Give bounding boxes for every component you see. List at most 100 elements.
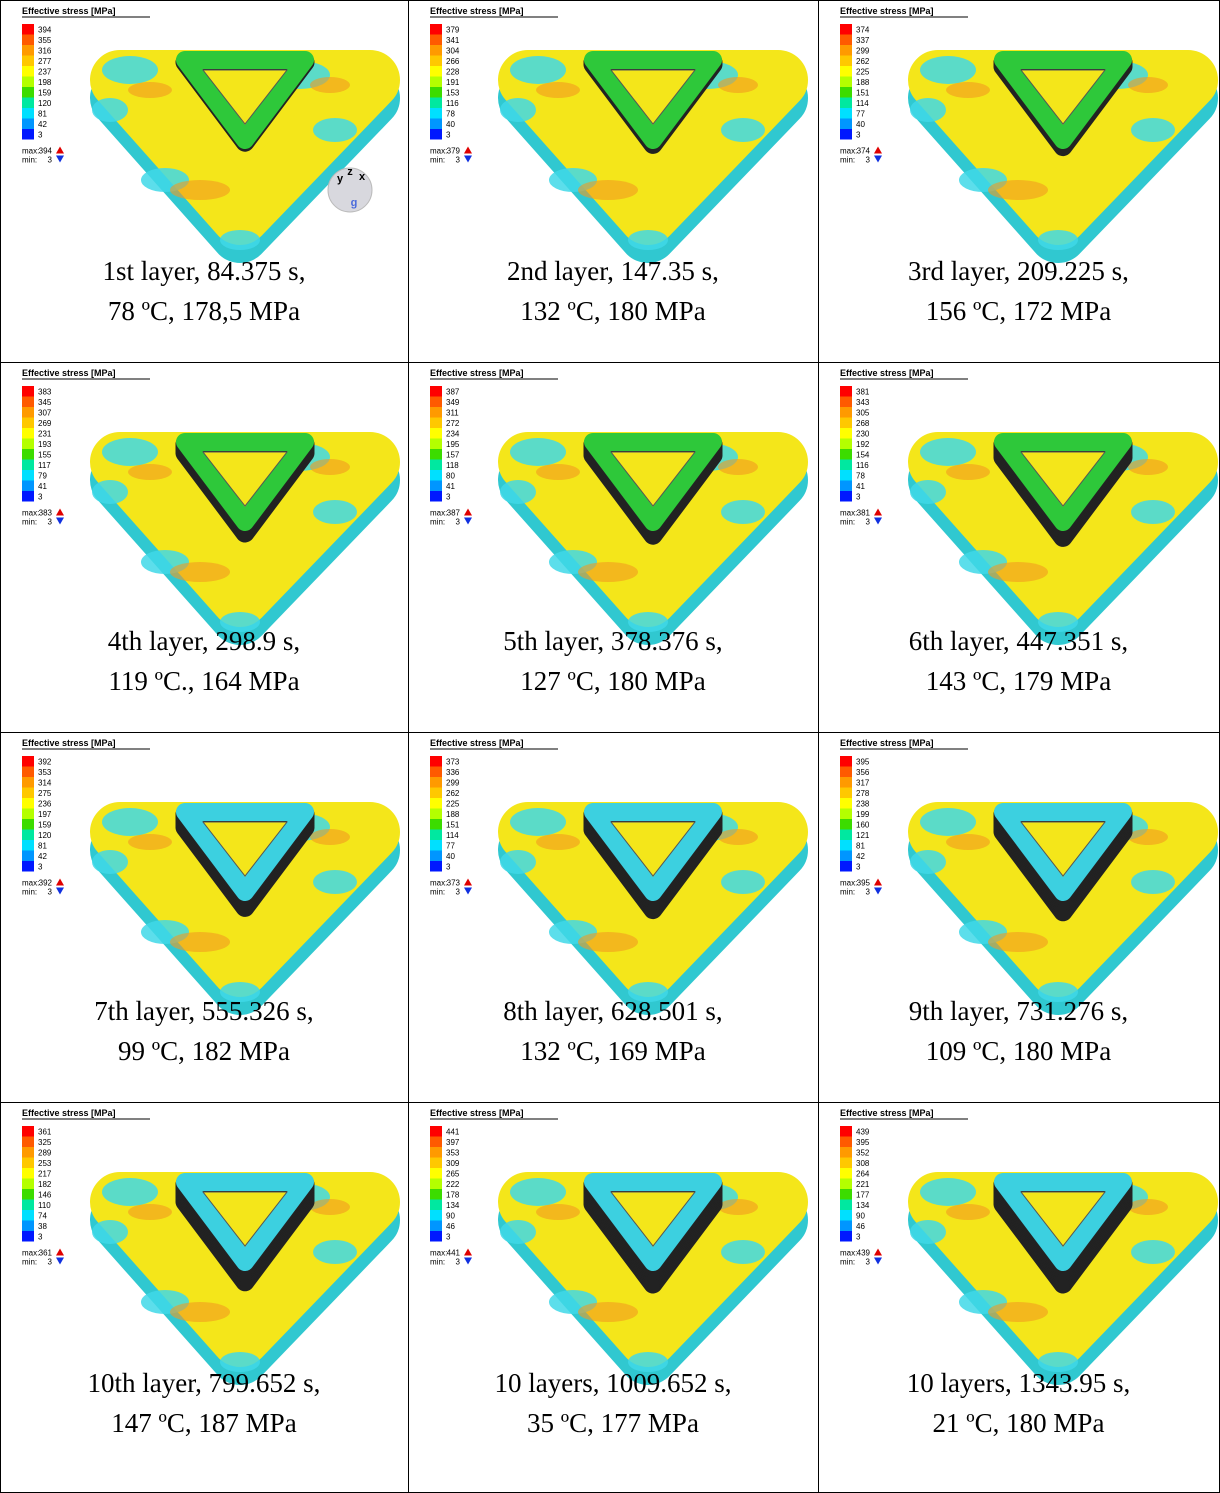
legend-swatch xyxy=(840,840,852,851)
legend-level: 46 xyxy=(856,1222,865,1231)
legend-swatch xyxy=(840,777,852,788)
legend-level: 3 xyxy=(38,1232,43,1241)
legend-level: 3 xyxy=(446,492,451,501)
legend-level: 195 xyxy=(446,440,460,449)
legend-level: 3 xyxy=(446,862,451,871)
legend-swatch xyxy=(840,809,852,820)
legend-title: Effective stress [MPa] xyxy=(840,6,934,16)
stress-region xyxy=(170,932,230,952)
panel: Effective stress [MPa]383345307269231193… xyxy=(1,363,409,733)
legend-swatch xyxy=(22,45,34,56)
stress-region xyxy=(946,1204,990,1220)
legend-swatch xyxy=(840,129,852,140)
legend-swatch xyxy=(840,1168,852,1179)
stress-model xyxy=(92,438,370,632)
caption-line: 7th layer, 555.326 s, xyxy=(94,996,313,1026)
legend-swatch xyxy=(22,851,34,862)
legend-swatch xyxy=(22,77,34,88)
legend-level: 234 xyxy=(446,429,460,438)
legend-level: 77 xyxy=(856,109,865,118)
caption-line: 127 ºC, 180 MPa xyxy=(520,666,705,696)
legend-level: 373 xyxy=(446,757,460,766)
legend-swatch xyxy=(430,129,442,140)
legend-level: 3 xyxy=(38,862,43,871)
legend-level: 114 xyxy=(446,831,459,840)
stress-region xyxy=(718,829,758,845)
stress-region xyxy=(920,56,976,84)
legend-swatch xyxy=(22,87,34,98)
legend-swatch xyxy=(430,449,442,460)
legend-swatch xyxy=(840,1200,852,1211)
max-marker xyxy=(464,509,472,516)
legend-level: 221 xyxy=(856,1180,870,1189)
legend-swatch xyxy=(840,819,852,830)
legend-swatch xyxy=(22,1126,34,1137)
stress-region xyxy=(910,480,946,504)
legend-level: 277 xyxy=(38,57,52,66)
stress-region xyxy=(946,464,990,480)
stress-region xyxy=(310,1199,350,1215)
min-label: min: xyxy=(22,156,37,165)
legend-swatch xyxy=(430,756,442,767)
legend-swatch xyxy=(430,1168,442,1179)
caption-line: 21 ºC, 180 MPa xyxy=(933,1408,1105,1438)
legend-swatch xyxy=(22,798,34,809)
min-value: 3 xyxy=(456,1258,461,1267)
stress-region xyxy=(910,98,946,122)
legend-level: 289 xyxy=(38,1148,52,1157)
panel: Effective stress [MPa]379341304266228191… xyxy=(409,1,819,363)
legend-swatch xyxy=(840,470,852,481)
max-marker xyxy=(874,147,882,154)
stress-region xyxy=(721,870,765,894)
legend-level: 77 xyxy=(446,841,455,850)
legend-swatch xyxy=(840,1147,852,1158)
legend-swatch xyxy=(840,24,852,35)
triad-label: g xyxy=(351,197,358,209)
legend-swatch xyxy=(840,1158,852,1169)
legend-level: 120 xyxy=(38,99,52,108)
caption-line: 35 ºC, 177 MPa xyxy=(527,1408,699,1438)
legend-swatch xyxy=(840,397,852,408)
legend-level: 262 xyxy=(856,57,870,66)
legend-swatch xyxy=(430,418,442,429)
legend-level: 355 xyxy=(38,36,52,45)
legend-level: 395 xyxy=(856,1138,870,1147)
legend-level: 253 xyxy=(38,1159,52,1168)
legend-level: 225 xyxy=(856,67,870,76)
legend-title: Effective stress [MPa] xyxy=(840,738,934,748)
max-label: max: xyxy=(840,509,857,518)
legend-title: Effective stress [MPa] xyxy=(840,368,934,378)
max-marker xyxy=(56,509,64,516)
stress-region xyxy=(910,850,946,874)
legend-swatch xyxy=(430,407,442,418)
min-marker xyxy=(56,518,64,525)
caption-line: 8th layer, 628.501 s, xyxy=(503,996,722,1026)
legend-swatch xyxy=(22,397,34,408)
min-label: min: xyxy=(430,156,445,165)
legend-swatch xyxy=(840,861,852,872)
legend-level: 228 xyxy=(446,67,460,76)
legend-level: 118 xyxy=(446,461,459,470)
legend-swatch xyxy=(430,470,442,481)
legend-swatch xyxy=(840,851,852,862)
stress-region xyxy=(510,56,566,84)
legend-swatch xyxy=(22,830,34,841)
legend-level: 361 xyxy=(38,1127,52,1136)
legend-level: 40 xyxy=(446,852,455,861)
min-value: 3 xyxy=(456,888,461,897)
legend-level: 236 xyxy=(38,799,52,808)
stress-model xyxy=(92,56,370,250)
stress-region xyxy=(718,459,758,475)
stress-region xyxy=(310,829,350,845)
legend-swatch xyxy=(840,1126,852,1137)
legend-level: 193 xyxy=(38,440,52,449)
legend-swatch xyxy=(22,1158,34,1169)
max-label: max: xyxy=(430,147,447,156)
legend-swatch xyxy=(430,1210,442,1221)
stress-region xyxy=(536,464,580,480)
min-value: 3 xyxy=(48,888,53,897)
stress-model xyxy=(500,808,778,1002)
legend-swatch xyxy=(22,1231,34,1242)
legend-level: 40 xyxy=(856,120,865,129)
legend-swatch xyxy=(840,491,852,502)
